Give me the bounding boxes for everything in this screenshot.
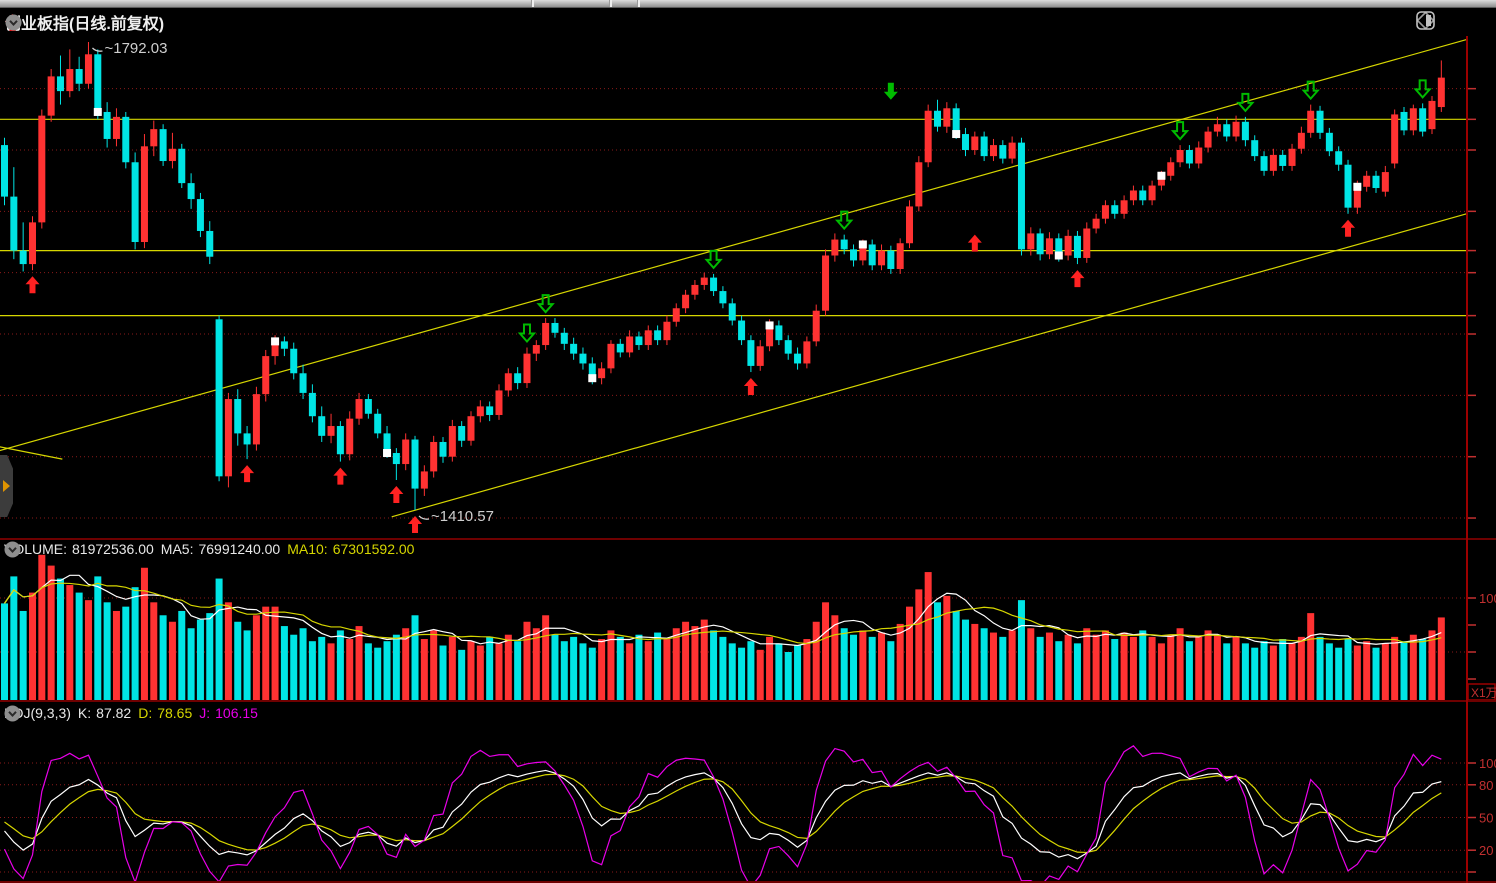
panel-divider[interactable] — [0, 700, 1496, 702]
bottom-border — [0, 881, 1496, 883]
svg-text:50: 50 — [1479, 811, 1493, 826]
volume-ma10-value: MA10: 67301592.00 — [287, 541, 415, 557]
kdj-k-value: K: 87.82 — [77, 705, 132, 721]
kdj-indicator-label: KDJ(9,3,3) — [4, 705, 71, 721]
split-pane-icon[interactable] — [1416, 11, 1435, 30]
top-toolbar-strip — [0, 0, 1496, 8]
toolbar-separator — [531, 0, 534, 7]
kdj-panel-header: KDJ(9,3,3) K: 87.82 D: 78.65 J: 106.15 — [4, 705, 258, 721]
volume-ma5-value: MA5: 76991240.00 — [160, 541, 281, 557]
expand-arrow-icon — [3, 480, 10, 492]
main-chart-canvas[interactable]: ~1792.03 ~1410.57 — [0, 7, 1496, 538]
svg-text:100: 100 — [1479, 756, 1496, 771]
collapse-volume-panel-icon[interactable] — [4, 541, 21, 558]
volume-panel-header: VOLUME: 81972536.00 MA5: 76991240.00 MA10:… — [4, 541, 414, 557]
volume-value: VOLUME: 81972536.00 — [4, 541, 154, 557]
kdj-chart-canvas[interactable]: 100 80 50 20 — [0, 702, 1496, 883]
toolbar-separator — [609, 0, 612, 7]
svg-text:100: 100 — [1479, 591, 1496, 606]
toolbar-separator — [637, 0, 640, 7]
instrument-title: 创业板指(日线.前复权) — [5, 16, 165, 33]
svg-text:80: 80 — [1479, 778, 1493, 793]
panel-divider[interactable] — [0, 538, 1496, 540]
svg-text:~1792.03: ~1792.03 — [104, 40, 167, 57]
svg-text:X1万: X1万 — [1471, 686, 1496, 700]
left-expand-handle[interactable] — [0, 455, 13, 517]
svg-text:~1410.57: ~1410.57 — [431, 508, 494, 525]
kdj-d-value: D: 78.65 — [138, 705, 193, 721]
kdj-j-value: J: 106.15 — [199, 705, 258, 721]
svg-text:20: 20 — [1479, 843, 1493, 858]
instrument-title-bar: 创业板指(日线.前复权) — [5, 10, 164, 34]
right-price-axis — [1466, 36, 1468, 883]
volume-chart-canvas[interactable]: 100 X1万 — [0, 539, 1496, 701]
collapse-kdj-panel-icon[interactable] — [4, 705, 21, 722]
collapse-main-panel-icon[interactable] — [5, 14, 22, 31]
